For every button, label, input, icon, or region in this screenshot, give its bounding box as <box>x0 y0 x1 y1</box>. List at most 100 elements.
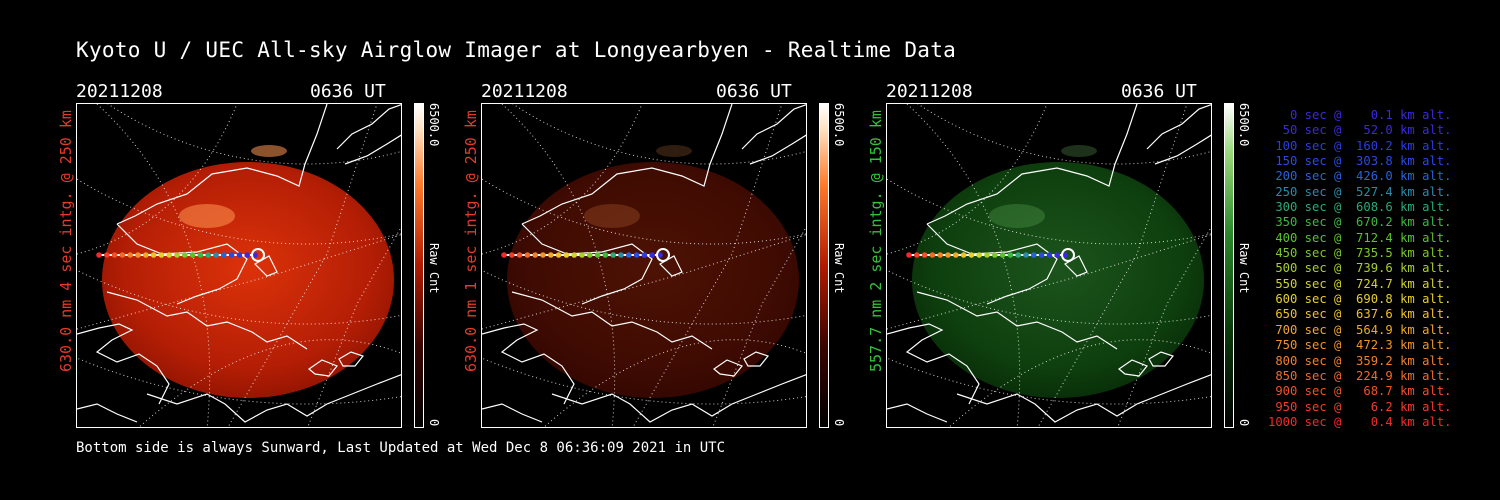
track-point <box>945 252 951 258</box>
legend-row: 450 sec @ 735.5 km alt. <box>1268 246 1452 261</box>
legend-row: 400 sec @ 712.4 km alt. <box>1268 230 1452 245</box>
track-point <box>937 252 943 258</box>
legend-row: 200 sec @ 426.0 km alt. <box>1268 169 1452 184</box>
track-point <box>1046 252 1053 258</box>
legend-row: 950 sec @ 6.2 km alt. <box>1268 399 1452 414</box>
track-point <box>548 252 554 258</box>
footer-note: Bottom side is always Sunward, Last Upda… <box>76 440 726 456</box>
track-point <box>205 252 211 258</box>
track-point <box>516 252 523 258</box>
panel-3-colorbar-label: Raw Cnt <box>1237 243 1251 294</box>
satellite-track <box>96 248 265 262</box>
track-point <box>1062 252 1068 258</box>
legend-row: 750 sec @ 472.3 km alt. <box>1268 338 1452 353</box>
track-point <box>96 252 102 258</box>
panel-1-colorbar-min: 0 <box>427 419 441 427</box>
track-point <box>906 252 912 258</box>
panel-2-colorbar-max: 6500.0 <box>832 103 846 147</box>
legend-row: 500 sec @ 739.6 km alt. <box>1268 261 1452 276</box>
legend-row: 100 sec @ 160.2 km alt. <box>1268 138 1452 153</box>
track-point <box>532 252 538 258</box>
station-marker <box>251 248 265 262</box>
panel-3-image <box>886 103 1212 428</box>
track-point <box>135 252 141 258</box>
track-point <box>228 252 235 258</box>
track-point <box>158 252 165 258</box>
legend-row: 150 sec @ 303.8 km alt. <box>1268 154 1452 169</box>
track-point <box>649 252 655 258</box>
track-point <box>189 252 196 258</box>
panel-1-colorbar-max: 6500.0 <box>427 103 441 147</box>
panel-2-colorbar <box>819 103 829 428</box>
track-point <box>984 252 990 258</box>
aurora-patch <box>989 204 1045 228</box>
coastline <box>887 104 1211 423</box>
airglow-disk <box>102 162 394 398</box>
panel-1-ylabel: 630.0 nm 4 sec intg. @ 250 km <box>57 110 75 372</box>
track-point <box>929 252 936 258</box>
panel-2-time: 0636 UT <box>716 81 792 102</box>
track-point <box>119 252 126 258</box>
legend-row: 550 sec @ 724.7 km alt. <box>1268 276 1452 291</box>
track-point <box>1038 252 1045 258</box>
panel-2-image <box>481 103 807 428</box>
legend-row: 700 sec @ 564.9 km alt. <box>1268 322 1452 337</box>
legend-row: 250 sec @ 527.4 km alt. <box>1268 184 1452 199</box>
track-point <box>174 252 180 258</box>
track-point <box>976 252 982 258</box>
track-point <box>501 252 507 258</box>
panel-1-colorbar-label: Raw Cnt <box>427 243 441 294</box>
panel-3-colorbar-max: 6500.0 <box>1237 103 1251 147</box>
aurora-patch <box>584 204 640 228</box>
airglow-disk <box>912 162 1204 398</box>
track-point <box>999 252 1006 258</box>
geo-grid <box>482 104 806 427</box>
station-marker <box>656 248 670 262</box>
track-point <box>213 252 219 258</box>
track-point <box>992 252 998 258</box>
panel-1-time: 0636 UT <box>310 81 386 102</box>
panel-2-date: 20211208 <box>481 81 568 102</box>
track-point <box>594 252 601 258</box>
satellite-track <box>501 248 670 262</box>
track-point <box>1031 252 1037 258</box>
track-point <box>921 252 928 258</box>
panel-3-colorbar <box>1224 103 1234 428</box>
panel-3-time: 0636 UT <box>1121 81 1197 102</box>
legend-row: 650 sec @ 637.6 km alt. <box>1268 307 1452 322</box>
panel-1-image <box>76 103 402 428</box>
track-point <box>960 252 967 258</box>
coastline <box>482 104 806 423</box>
aurora-patch <box>251 145 287 157</box>
panel-3-date: 20211208 <box>886 81 973 102</box>
legend-row: 600 sec @ 690.8 km alt. <box>1268 292 1452 307</box>
panel-2-colorbar-min: 0 <box>832 419 846 427</box>
aurora-patch <box>179 204 235 228</box>
panel-1-colorbar <box>414 103 424 428</box>
airglow-disk <box>507 162 799 398</box>
track-point <box>540 252 546 258</box>
aurora-patch <box>656 145 692 157</box>
track-point <box>657 252 663 258</box>
track-point <box>610 252 616 258</box>
track-point <box>197 252 204 258</box>
legend-row: 850 sec @ 224.9 km alt. <box>1268 368 1452 383</box>
legend-row: 900 sec @ 68.7 km alt. <box>1268 384 1452 399</box>
track-point <box>1007 252 1014 258</box>
track-point <box>641 252 648 258</box>
track-point <box>555 252 562 258</box>
geo-grid <box>77 104 401 427</box>
track-point <box>914 252 920 258</box>
legend-row: 300 sec @ 608.6 km alt. <box>1268 200 1452 215</box>
track-point <box>1023 252 1029 258</box>
track-point <box>143 252 149 258</box>
track-point <box>111 252 118 258</box>
page-title: Kyoto U / UEC All-sky Airglow Imager at … <box>76 38 957 62</box>
legend-row: 50 sec @ 52.0 km alt. <box>1268 123 1452 138</box>
track-point <box>150 252 157 258</box>
track-point <box>524 252 531 258</box>
track-point <box>602 252 609 258</box>
panel-2-colorbar-label: Raw Cnt <box>832 243 846 294</box>
track-point <box>618 252 624 258</box>
track-point <box>182 252 188 258</box>
